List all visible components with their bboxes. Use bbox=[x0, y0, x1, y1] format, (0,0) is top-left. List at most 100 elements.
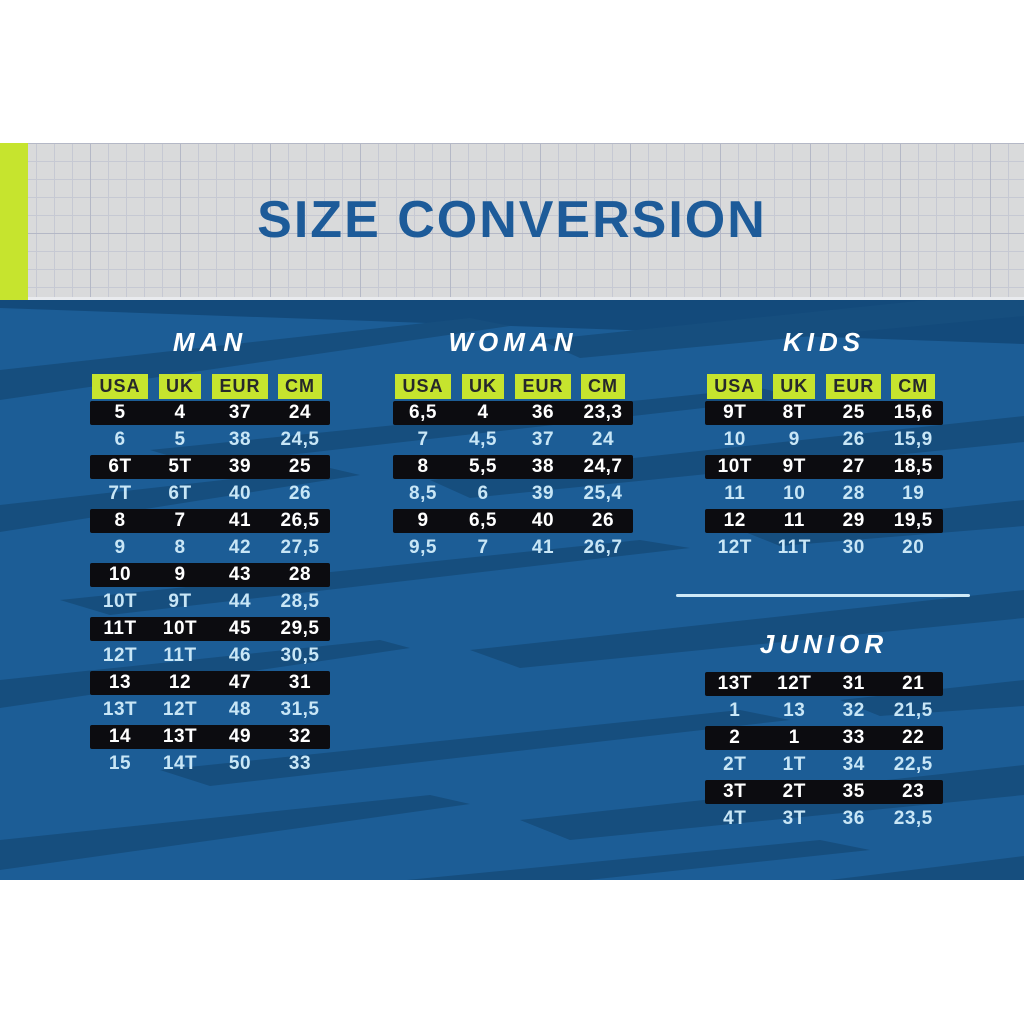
size-cell: 32 bbox=[288, 726, 312, 747]
woman-table: WOMAN USA UK EUR CM 6,5 4 36 23,3 7 4,5 37 24 8 5,5 3… bbox=[393, 320, 633, 563]
column-header-badge: USA bbox=[92, 374, 148, 399]
size-cell: 39 bbox=[228, 456, 252, 477]
size-cell: 27,5 bbox=[280, 537, 320, 558]
size-cell: 8 bbox=[174, 537, 186, 558]
size-cell: 12T bbox=[162, 699, 198, 720]
kids-table-rows: 9T 8T 25 15,6 10 9 26 15,9 10T 9T 27 18,5 11 10 28 19 12… bbox=[705, 401, 943, 560]
size-cell: 40 bbox=[228, 483, 252, 504]
size-cell: 5 bbox=[174, 429, 186, 450]
size-cell: 26 bbox=[842, 429, 865, 450]
size-cell: 18,5 bbox=[893, 456, 933, 477]
size-cell: 32 bbox=[842, 700, 865, 721]
size-cell: 30,5 bbox=[280, 645, 320, 666]
size-cell: 27 bbox=[842, 456, 865, 477]
size-cell: 33 bbox=[288, 753, 312, 774]
size-cell: 36 bbox=[842, 808, 865, 829]
size-cell: 7 bbox=[477, 537, 489, 558]
size-cell: 9 bbox=[788, 429, 800, 450]
size-cell: 15,6 bbox=[893, 402, 933, 423]
conversion-panel: MAN USA UK EUR CM 5 4 37 24 6 5 38 24,5 6T 5T 39 25 7T 6… bbox=[0, 300, 1024, 880]
table-row: 12T 11T 30 20 bbox=[705, 536, 943, 560]
size-cell: 39 bbox=[531, 483, 555, 504]
size-cell: 24 bbox=[288, 402, 312, 423]
column-header-cell: USA bbox=[705, 374, 765, 399]
size-cell: 13 bbox=[108, 672, 132, 693]
size-cell: 9T bbox=[723, 402, 747, 423]
size-cell: 11T bbox=[163, 645, 197, 666]
size-cell: 7T bbox=[108, 483, 132, 504]
size-cell: 8 bbox=[114, 510, 126, 531]
column-header-cell: UK bbox=[150, 374, 210, 399]
size-cell: 29,5 bbox=[280, 618, 320, 639]
size-cell: 2T bbox=[782, 781, 806, 802]
size-cell: 21,5 bbox=[893, 700, 933, 721]
size-cell: 4 bbox=[477, 402, 489, 423]
column-header-cell: CM bbox=[573, 374, 633, 399]
column-header-cell: EUR bbox=[824, 374, 884, 399]
table-row: 1 13 32 21,5 bbox=[705, 699, 943, 723]
size-cell: 7 bbox=[174, 510, 186, 531]
size-cell: 42 bbox=[228, 537, 252, 558]
size-cell: 24 bbox=[591, 429, 615, 450]
size-cell: 9T bbox=[168, 591, 192, 612]
table-row: 13 12 47 31 bbox=[90, 671, 330, 695]
table-row: 10 9 26 15,9 bbox=[705, 428, 943, 452]
size-cell: 11 bbox=[724, 483, 746, 504]
size-cell: 22,5 bbox=[893, 754, 933, 775]
column-header-cell: USA bbox=[90, 374, 150, 399]
table-row: 5 4 37 24 bbox=[90, 401, 330, 425]
woman-column-header-row: USA UK EUR CM bbox=[393, 374, 633, 399]
table-row: 15 14T 50 33 bbox=[90, 752, 330, 776]
size-cell: 43 bbox=[228, 564, 252, 585]
size-cell: 26 bbox=[288, 483, 312, 504]
size-cell: 24,7 bbox=[583, 456, 623, 477]
size-cell: 30 bbox=[842, 537, 865, 558]
size-cell: 31,5 bbox=[280, 699, 320, 720]
size-cell: 10T bbox=[102, 591, 138, 612]
size-cell: 8 bbox=[417, 456, 429, 477]
size-cell: 40 bbox=[531, 510, 555, 531]
size-cell: 13 bbox=[783, 700, 806, 721]
table-row: 8,5 6 39 25,4 bbox=[393, 482, 633, 506]
poster-header: SIZE CONVERSION bbox=[0, 143, 1024, 300]
column-header-cell: USA bbox=[393, 374, 453, 399]
accent-bar bbox=[0, 143, 28, 300]
size-cell: 9 bbox=[174, 564, 186, 585]
size-cell: 1T bbox=[782, 754, 806, 775]
size-cell: 33 bbox=[842, 727, 865, 748]
size-cell: 10T bbox=[717, 456, 752, 477]
table-row: 10T 9T 44 28,5 bbox=[90, 590, 330, 614]
size-cell: 10 bbox=[108, 564, 132, 585]
size-cell: 45 bbox=[228, 618, 252, 639]
size-cell: 6T bbox=[168, 483, 192, 504]
column-header-badge: USA bbox=[707, 374, 763, 399]
size-cell: 4T bbox=[723, 808, 747, 829]
size-cell: 38 bbox=[531, 456, 555, 477]
size-cell: 21 bbox=[902, 673, 925, 694]
table-row: 10 9 43 28 bbox=[90, 563, 330, 587]
table-row: 7 4,5 37 24 bbox=[393, 428, 633, 452]
size-cell: 47 bbox=[228, 672, 252, 693]
size-cell: 41 bbox=[228, 510, 252, 531]
size-cell: 25 bbox=[288, 456, 312, 477]
size-cell: 2T bbox=[723, 754, 747, 775]
size-cell: 10T bbox=[162, 618, 198, 639]
kids-table: KIDS USA UK EUR CM 9T 8T 25 15,6 10 9 26 15,9 10T 9T… bbox=[705, 320, 943, 563]
size-cell: 6 bbox=[114, 429, 126, 450]
table-row: 9 8 42 27,5 bbox=[90, 536, 330, 560]
column-header-badge: UK bbox=[462, 374, 504, 399]
column-header-cell: CM bbox=[270, 374, 330, 399]
table-row: 10T 9T 27 18,5 bbox=[705, 455, 943, 479]
table-row: 12 11 29 19,5 bbox=[705, 509, 943, 533]
size-cell: 26,7 bbox=[583, 537, 623, 558]
table-row: 11T 10T 45 29,5 bbox=[90, 617, 330, 641]
size-cell: 4,5 bbox=[469, 429, 497, 450]
size-cell: 12 bbox=[723, 510, 746, 531]
size-cell: 5,5 bbox=[469, 456, 497, 477]
size-cell: 11T bbox=[777, 537, 811, 558]
table-row: 6,5 4 36 23,3 bbox=[393, 401, 633, 425]
size-cell: 37 bbox=[531, 429, 555, 450]
column-header-badge: EUR bbox=[515, 374, 571, 399]
size-cell: 23,3 bbox=[583, 402, 623, 423]
